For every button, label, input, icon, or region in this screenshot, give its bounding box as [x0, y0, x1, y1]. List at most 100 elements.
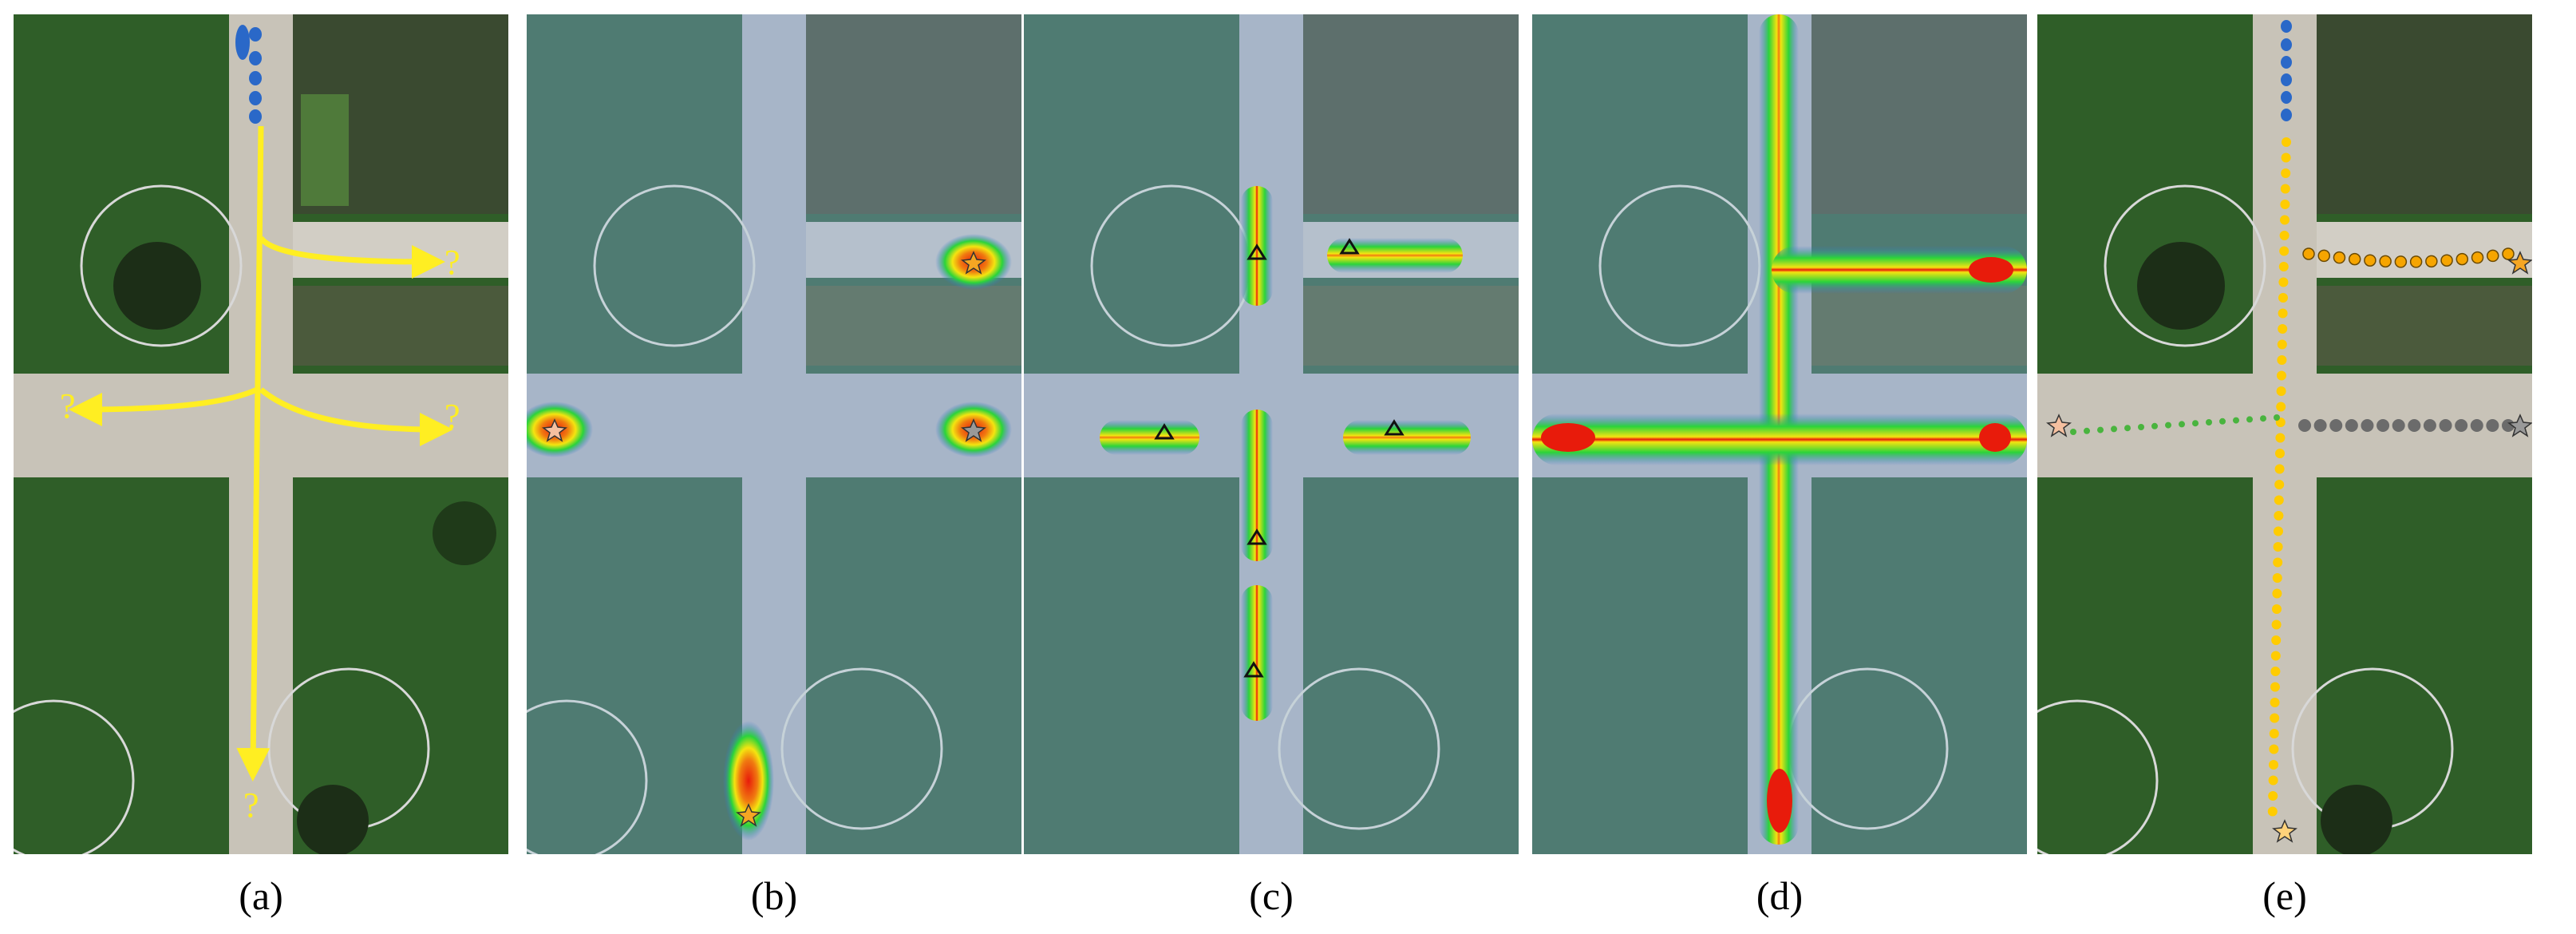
traj-dot-straight: [2270, 713, 2280, 723]
traj-dot-right-upper: [2471, 251, 2484, 264]
traj-dot-right-lower: [2486, 419, 2499, 432]
traj-dot-straight: [2280, 215, 2290, 225]
traj-dot-straight: [2274, 511, 2284, 520]
traj-dot-left: [2274, 414, 2280, 421]
building-block: [1811, 14, 2027, 214]
traj-dot-left: [2124, 425, 2131, 432]
circle-marking-3: [14, 699, 135, 854]
traj-dot-right-lower: [2329, 419, 2343, 432]
panel-a: ? ? ? ?: [14, 14, 508, 854]
traj-dot-right-lower: [2423, 419, 2436, 432]
tree-2: [2321, 785, 2392, 854]
traj-dot-right-lower: [2439, 419, 2452, 432]
horizontal-path: [14, 374, 508, 477]
panel-d-scene: [1532, 14, 2027, 854]
traj-dot-right-upper: [2455, 252, 2469, 266]
traj-dot-straight: [2268, 791, 2278, 801]
traj-dot-right-upper: [2440, 254, 2453, 267]
traj-dot-straight: [2278, 262, 2289, 271]
traj-dot-straight: [2278, 324, 2288, 334]
circle-marking: [80, 184, 243, 347]
traj-dot-straight: [2282, 137, 2291, 147]
panel-a-scene: ? ? ? ?: [14, 14, 508, 854]
traj-dot-straight: [2268, 775, 2278, 786]
traj-dot-right-upper: [2302, 247, 2315, 260]
panel-d: [1532, 14, 2027, 854]
circle-marking-2: [780, 667, 943, 830]
panel-b: [527, 14, 1021, 854]
plaza: [293, 222, 508, 278]
traj-dot-left: [2246, 416, 2253, 423]
caption-a: (a): [239, 873, 283, 918]
traj-dot-straight: [2270, 651, 2281, 661]
traj-dot-right-upper: [2409, 255, 2423, 268]
shrub-row: [2317, 286, 2532, 366]
traj-dot-left: [2111, 425, 2117, 433]
panel-b-scene: [527, 14, 1021, 854]
traj-dot-straight: [2277, 370, 2286, 381]
traj-dot-straight: [2270, 667, 2281, 676]
traj-dot-straight: [2276, 386, 2286, 396]
traj-dot-left: [2192, 420, 2199, 427]
traj-dot-straight: [2278, 308, 2288, 319]
traj-dot-right-lower: [2408, 419, 2421, 432]
traj-dot-straight: [2274, 495, 2284, 505]
traj-dot-straight: [2271, 635, 2282, 645]
circle-marking: [593, 184, 756, 347]
traj-dot-left: [2151, 422, 2158, 429]
traj-dot-straight: [2275, 433, 2286, 443]
question-mark-right-top: ?: [444, 243, 460, 282]
plaza: [2317, 222, 2532, 278]
traj-dot-straight: [2271, 619, 2282, 630]
observed-trajectory: [235, 25, 262, 124]
traj-dot-straight: [2278, 293, 2288, 303]
traj-dot-left: [2179, 421, 2185, 428]
shrub-row: [293, 286, 508, 366]
question-mark-bottom: ?: [243, 786, 259, 825]
traj-dot-left: [2219, 418, 2226, 425]
traj-dot-right-upper: [2364, 254, 2376, 267]
traj-dot-right-lower: [2345, 419, 2358, 432]
building-block: [1303, 14, 1519, 214]
predicted-trajectories: [2070, 137, 2515, 817]
traj-dot-left: [2260, 415, 2266, 422]
tree-2: [297, 785, 369, 854]
traj-dot-left: [2206, 419, 2212, 425]
panel-c-scene: [1024, 14, 1519, 854]
traj-dot-straight: [2273, 542, 2283, 552]
traj-dot-left: [2084, 427, 2090, 434]
shrub-row: [1303, 286, 1519, 366]
shrub-row: [1811, 286, 2027, 366]
traj-dot-left: [2097, 426, 2104, 433]
traj-dot-right-lower: [2470, 419, 2483, 432]
traj-dot-right-upper: [2348, 252, 2361, 266]
traj-dot-right-upper: [2394, 255, 2408, 268]
caption-b: (b): [750, 873, 798, 918]
traj-dot-straight: [2274, 526, 2283, 536]
caption-e: (e): [2262, 873, 2307, 918]
panel-e-scene: [2037, 14, 2532, 854]
traj-dot-right-upper: [2487, 249, 2499, 263]
traj-dot-straight: [2270, 682, 2280, 692]
shrub-row: [806, 286, 1021, 366]
observed-trajectory: [2281, 20, 2292, 121]
traj-dot-left: [2070, 429, 2076, 435]
question-mark-left: ?: [60, 386, 76, 425]
traj-dot-straight: [2273, 557, 2283, 568]
traj-dot-straight: [2267, 806, 2278, 817]
traj-dot-straight: [2281, 152, 2291, 163]
circle-marking: [2104, 184, 2266, 347]
traj-dot-right-lower: [2313, 419, 2327, 432]
circle-marking-3: [2037, 699, 2159, 854]
building-block: [2317, 14, 2532, 214]
caption-d: (d): [1756, 873, 1804, 918]
traj-dot-straight: [2277, 339, 2287, 350]
traj-dot-straight: [2279, 246, 2290, 256]
traj-dot-straight: [2277, 355, 2287, 365]
traj-dot-left: [2138, 424, 2144, 430]
hedge: [301, 94, 349, 206]
traj-dot-left: [2165, 421, 2171, 429]
traj-dot-right-lower: [2376, 419, 2390, 432]
traj-dot-straight: [2278, 277, 2289, 287]
waypoint-triangle-marks: [1154, 238, 1405, 678]
